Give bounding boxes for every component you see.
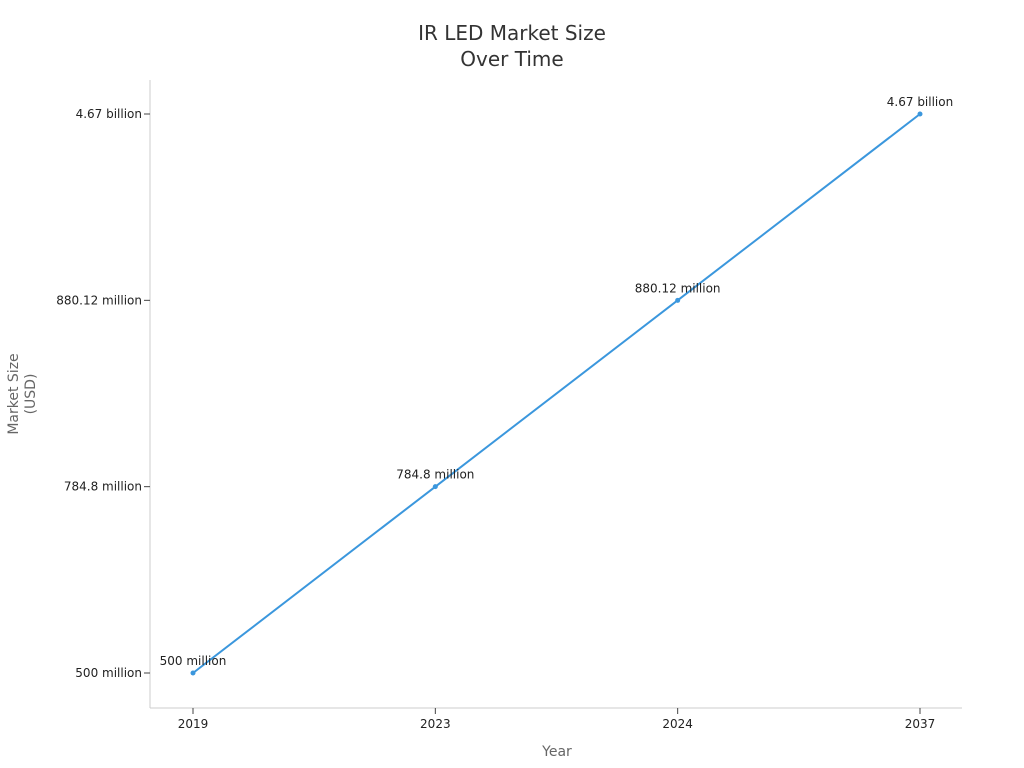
x-tick-label: 2037 [905, 717, 936, 731]
chart-title-line-2: Over Time [460, 47, 563, 71]
data-label: 880.12 million [635, 281, 721, 295]
y-axis-ticks: 500 million 784.8 million 880.12 million 4.… [56, 107, 150, 680]
data-label: 4.67 billion [887, 95, 953, 109]
y-axis-title-line-2: (USD) [23, 374, 39, 415]
data-label: 784.8 million [396, 468, 474, 482]
data-label: 500 million [160, 654, 227, 668]
data-point [190, 670, 196, 676]
x-axis-title: Year [541, 744, 572, 760]
chart-title-line-1: IR LED Market Size [418, 21, 606, 45]
y-tick-label: 880.12 million [56, 293, 142, 307]
x-tick-label: 2023 [420, 717, 451, 731]
series-layer [190, 111, 923, 676]
x-tick-label: 2019 [178, 717, 209, 731]
series-line [192, 113, 921, 674]
data-point [675, 297, 681, 303]
data-labels: 500 million 784.8 million 880.12 million 4.… [160, 95, 954, 668]
data-point [432, 484, 438, 490]
x-axis-ticks: 2019 2023 2024 2037 [178, 708, 936, 731]
y-axis-title: Market Size (USD) [6, 353, 39, 434]
x-tick-label: 2024 [662, 717, 693, 731]
data-point [917, 111, 923, 117]
y-tick-label: 500 million [75, 666, 142, 680]
y-tick-label: 4.67 billion [76, 107, 142, 121]
y-tick-label: 784.8 million [64, 480, 142, 494]
y-axis-title-line-1: Market Size [6, 353, 22, 434]
